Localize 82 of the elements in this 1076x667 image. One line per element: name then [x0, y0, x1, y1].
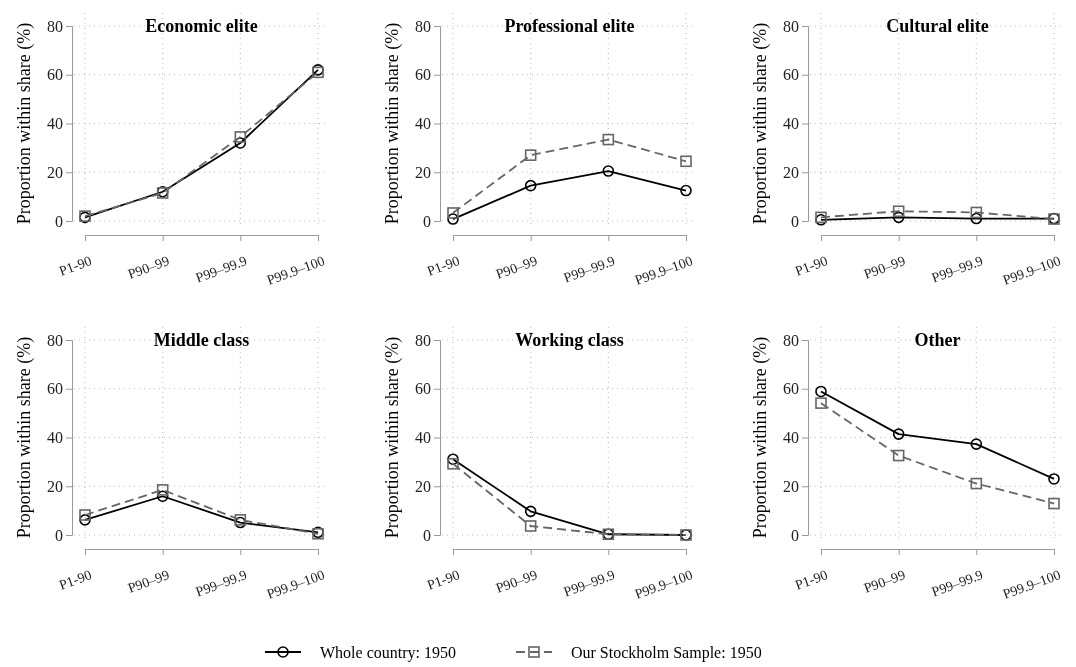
chart-title: Professional elite: [504, 16, 635, 36]
point: [1048, 473, 1060, 485]
y-tick-label: 80: [47, 17, 63, 35]
point: [602, 133, 615, 146]
point: [892, 428, 905, 440]
y-tick-label: 0: [55, 526, 63, 544]
y-tick-label: 20: [415, 163, 431, 181]
y-axis-title: Proportion within share (%): [14, 336, 36, 539]
chart-title: Other: [914, 330, 961, 350]
chart-title: Economic elite: [145, 16, 258, 36]
x-tick-label: P90–99: [861, 567, 908, 596]
x-tick-label: P1-90: [793, 567, 830, 593]
y-axis-title: Proportion within share (%): [14, 22, 36, 225]
point: [970, 438, 983, 450]
y-tick-label: 20: [415, 477, 431, 495]
point: [815, 385, 827, 398]
y-tick-label: 0: [55, 212, 63, 230]
x-tick-label: P1-90: [57, 567, 94, 593]
y-tick-label: 20: [47, 477, 63, 495]
point: [602, 165, 615, 177]
y-tick-label: 40: [415, 429, 431, 447]
point: [1048, 497, 1060, 510]
y-tick-label: 60: [47, 66, 63, 84]
y-tick-label: 0: [423, 212, 431, 230]
x-tick-label: P90–99: [493, 253, 540, 282]
x-tick-label: P1-90: [425, 567, 462, 593]
x-tick-label: P90–99: [125, 567, 172, 596]
point: [524, 505, 537, 518]
y-axis-title: Proportion within share (%): [382, 22, 404, 225]
point: [680, 184, 692, 197]
y-tick-label: 40: [415, 115, 431, 133]
y-tick-label: 40: [47, 115, 63, 133]
y-tick-label: 20: [783, 477, 799, 495]
y-tick-label: 20: [783, 163, 799, 181]
point: [892, 449, 905, 462]
point: [970, 477, 983, 490]
x-tick-label: P1-90: [57, 253, 94, 279]
point: [447, 207, 459, 219]
point: [156, 484, 169, 496]
y-tick-label: 40: [783, 115, 799, 133]
point: [680, 155, 692, 168]
chart-title: Working class: [515, 330, 624, 350]
y-axis-title: Proportion within share (%): [750, 22, 772, 225]
y-tick-label: 80: [783, 331, 799, 349]
y-tick-label: 80: [415, 331, 431, 349]
point: [156, 490, 169, 503]
y-tick-label: 40: [47, 429, 63, 447]
y-tick-label: 60: [415, 66, 431, 84]
point: [815, 397, 827, 409]
chart-title: Middle class: [153, 330, 250, 350]
point: [79, 509, 91, 521]
y-axis-title: Proportion within share (%): [382, 336, 404, 539]
point: [447, 458, 459, 470]
legend-label: Whole country: 1950: [320, 643, 456, 662]
point: [447, 453, 459, 465]
y-tick-label: 80: [415, 17, 431, 35]
y-tick-label: 60: [783, 66, 799, 84]
point: [524, 149, 537, 161]
point: [79, 514, 91, 526]
legend-label: Our Stockholm Sample: 1950: [570, 643, 762, 662]
y-tick-label: 60: [415, 380, 431, 398]
x-tick-label: P1-90: [425, 253, 462, 279]
point: [234, 137, 247, 149]
y-tick-label: 0: [423, 526, 431, 544]
point: [524, 520, 537, 532]
chart-title: Cultural elite: [886, 16, 989, 36]
x-tick-label: P90–99: [861, 253, 908, 282]
x-tick-label: P90–99: [493, 567, 540, 596]
y-tick-label: 40: [783, 429, 799, 447]
y-axis-title: Proportion within share (%): [750, 336, 772, 539]
point: [524, 179, 537, 192]
y-tick-label: 80: [783, 17, 799, 35]
x-tick-label: P1-90: [793, 253, 830, 279]
y-tick-label: 80: [47, 331, 63, 349]
y-tick-label: 60: [47, 380, 63, 398]
point: [234, 131, 247, 143]
point: [447, 213, 459, 225]
x-tick-label: P90–99: [125, 253, 172, 282]
y-tick-label: 60: [783, 380, 799, 398]
y-tick-label: 20: [47, 163, 63, 181]
y-tick-label: 0: [791, 526, 799, 544]
y-tick-label: 0: [791, 212, 799, 230]
